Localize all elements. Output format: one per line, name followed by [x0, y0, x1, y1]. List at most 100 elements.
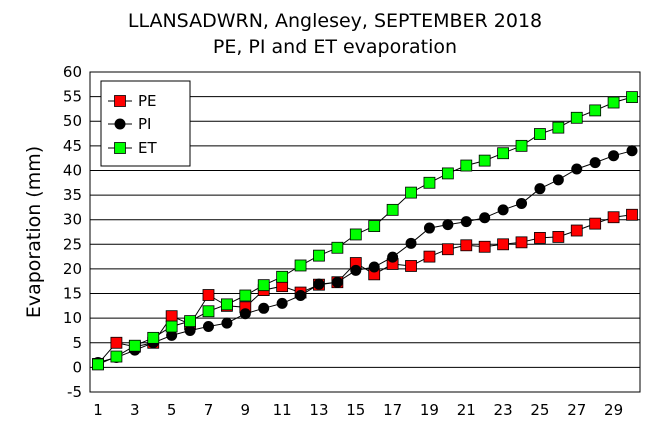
x-tick-label: 1	[93, 401, 103, 419]
data-point-et	[165, 320, 178, 333]
data-point-pi	[405, 237, 417, 249]
data-point-pi	[516, 197, 528, 209]
data-point-pi	[331, 276, 343, 288]
x-tick-label: 11	[273, 401, 292, 419]
x-tick-label: 29	[604, 401, 623, 419]
y-tick-label: -5	[67, 383, 82, 401]
data-point-pi	[534, 183, 546, 195]
y-tick-label: 35	[63, 186, 82, 204]
data-point-et	[202, 305, 215, 318]
data-point-pe	[423, 250, 436, 263]
y-tick-label: 20	[63, 260, 82, 278]
series-et	[92, 91, 638, 371]
chart-subtitle: PE, PI and ET evaporation	[213, 36, 457, 58]
plot-area	[89, 71, 641, 393]
legend-marker-pe	[114, 95, 126, 107]
y-tick-label: 25	[63, 235, 82, 253]
series-group	[92, 91, 638, 371]
series-pe	[92, 208, 638, 370]
data-point-pi	[479, 212, 491, 224]
data-point-pe	[515, 236, 528, 249]
x-tick-label: 27	[567, 401, 586, 419]
data-point-et	[239, 289, 252, 302]
data-point-pi	[295, 290, 307, 302]
data-point-et	[441, 167, 454, 180]
legend-label-et: ET	[138, 139, 157, 157]
y-tick-label: 30	[63, 211, 82, 229]
data-point-et	[607, 96, 620, 109]
data-point-pi	[184, 324, 196, 336]
data-point-pi	[552, 174, 564, 186]
data-point-pe	[110, 336, 123, 349]
data-point-et	[423, 176, 436, 189]
data-point-pe	[441, 243, 454, 256]
data-point-pi	[442, 219, 454, 231]
data-point-et	[552, 121, 565, 134]
data-point-pi	[221, 317, 233, 329]
data-point-pe	[497, 238, 510, 251]
data-point-pi	[313, 278, 325, 290]
x-tick-label: 23	[494, 401, 513, 419]
y-tick-label: 10	[63, 309, 82, 327]
data-point-pi	[239, 308, 251, 320]
data-point-et	[128, 339, 141, 352]
data-point-et	[257, 279, 270, 292]
y-tick-label: 50	[63, 112, 82, 130]
y-tick-label: 60	[63, 63, 82, 81]
data-point-pi	[626, 145, 638, 157]
data-point-et	[276, 270, 289, 283]
data-point-et	[220, 298, 233, 311]
y-tick-label: 0	[72, 358, 82, 376]
y-tick-label: 55	[63, 88, 82, 106]
data-point-pi	[608, 150, 620, 162]
data-point-et	[110, 350, 123, 363]
data-point-pi	[368, 261, 380, 273]
data-point-pe	[165, 310, 178, 323]
data-point-et	[147, 331, 160, 344]
data-point-et	[313, 249, 325, 262]
data-point-pe	[626, 208, 638, 221]
y-tick-label: 45	[63, 137, 82, 155]
data-point-pe	[607, 211, 620, 224]
series-pi	[92, 145, 638, 368]
data-point-et	[534, 128, 546, 140]
series-line-pi	[97, 150, 633, 363]
data-point-et	[184, 315, 196, 328]
data-point-pe	[534, 232, 546, 244]
data-point-et	[331, 241, 344, 254]
data-point-pi	[202, 321, 214, 333]
y-tick-label: 5	[72, 334, 82, 352]
data-point-et	[92, 358, 104, 371]
data-point-pi	[166, 329, 178, 341]
data-point-pi	[258, 302, 270, 314]
data-point-pi	[350, 264, 362, 276]
data-point-pe	[570, 224, 583, 237]
data-point-et	[570, 111, 583, 124]
data-point-et	[405, 186, 417, 199]
legend-label-pi: PI	[138, 115, 151, 133]
legend: PE PI ET	[100, 80, 191, 167]
data-point-et	[460, 159, 473, 172]
x-tick-label: 25	[530, 401, 549, 419]
data-point-et	[368, 220, 381, 232]
data-point-et	[386, 203, 399, 216]
data-point-et	[497, 147, 510, 160]
series-line-pe	[97, 214, 633, 365]
legend-marker-et	[114, 142, 126, 154]
legend-label-pe: PE	[138, 92, 157, 110]
y-axis-title: Evaporation (mm)	[23, 146, 45, 318]
legend-marker-pi	[114, 118, 126, 130]
x-tick-label: 19	[420, 401, 439, 419]
y-tick-label: 15	[63, 285, 82, 303]
x-tick-label: 15	[346, 401, 365, 419]
data-point-pe	[589, 217, 602, 230]
data-point-pe	[202, 289, 215, 301]
data-point-et	[589, 104, 602, 117]
data-point-pe	[478, 240, 491, 253]
x-tick-labels: 1 3 5 7 9 11 13 15 17 19 21 23 25 27 29	[93, 401, 623, 419]
data-point-pe	[552, 231, 565, 243]
data-point-pi	[497, 204, 509, 216]
data-point-et	[294, 259, 307, 272]
x-tick-label: 7	[204, 401, 214, 419]
x-tick-label: 9	[241, 401, 251, 419]
